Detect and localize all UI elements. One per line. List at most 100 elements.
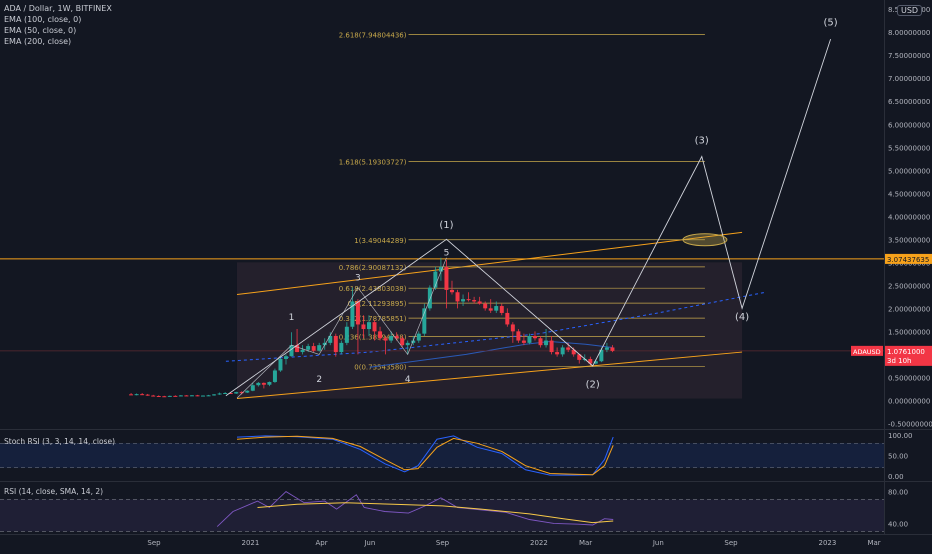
candle-body [477, 301, 482, 304]
candle-body [300, 349, 305, 353]
candle [278, 356, 283, 372]
candle-body [488, 308, 493, 311]
candle [140, 393, 145, 396]
symbol-price-tag [851, 345, 883, 356]
price-tick-label: 4.00000000 [888, 213, 930, 221]
fib-level-label: 1(3.49044289) [354, 237, 406, 245]
candle-body [378, 331, 383, 339]
candle-body [350, 301, 355, 327]
rsi-tick-label: 80.00 [888, 489, 908, 497]
candle [151, 394, 156, 397]
fib-level-label: 0.786(2.90087132) [339, 264, 407, 272]
candle-body [184, 395, 189, 397]
candle-body [593, 361, 598, 364]
candle [129, 393, 134, 396]
candle [400, 335, 405, 348]
wave-impulse-path [236, 257, 447, 399]
currency-selector[interactable]: USD [897, 5, 923, 16]
candle [184, 395, 189, 397]
candle [217, 392, 222, 395]
candle [610, 345, 615, 353]
candle-body [555, 352, 560, 355]
rsi-label[interactable]: RSI (14, close, SMA, 14, 2) [4, 487, 104, 496]
time-tick-label: Jun [363, 539, 375, 547]
candle-body [201, 395, 205, 397]
time-tick-label: Jun [652, 539, 664, 547]
candle-body [306, 346, 311, 350]
candle-body [289, 345, 294, 357]
ema-dashed-line [225, 291, 766, 362]
wave-label: (2) [586, 380, 600, 391]
candle [372, 319, 377, 341]
price-tick-label: 0.50000000 [888, 374, 930, 382]
rsi-band [0, 499, 884, 532]
candle [134, 393, 139, 396]
stoch-tick-label: 0.00 [888, 473, 904, 481]
candle-body [588, 358, 593, 364]
candle-body [272, 370, 277, 382]
indicator-ema-50[interactable]: EMA (50, close, 0) [4, 26, 77, 35]
candle-body [145, 394, 150, 396]
candle-body [405, 342, 410, 346]
candle-body [494, 306, 499, 311]
candle [295, 329, 300, 353]
candle-body [256, 382, 261, 386]
candle [416, 331, 421, 343]
time-tick-label: Sep [147, 539, 161, 547]
candle [466, 292, 471, 302]
candle [289, 332, 294, 357]
indicator-ema-100[interactable]: EMA (100, close, 0) [4, 15, 82, 24]
wave-label: 3 [355, 274, 361, 284]
candle [477, 296, 482, 305]
candle [206, 394, 211, 397]
candle [378, 326, 383, 341]
candle-body [151, 395, 156, 397]
candle-body [234, 392, 239, 394]
candle [461, 294, 466, 307]
candle-body [228, 393, 233, 395]
current-price-badge [885, 345, 932, 366]
candle [245, 390, 250, 394]
candle [355, 299, 360, 355]
price-tick-label: 8.00000000 [888, 29, 930, 37]
candle [427, 285, 432, 311]
candle [212, 393, 217, 396]
candle-body [361, 324, 366, 330]
candle-body [333, 335, 338, 353]
price-tick-label: 3.50000000 [888, 236, 930, 244]
candle-body [427, 287, 432, 309]
stoch-tick-label: 50.00 [888, 453, 908, 461]
price-tick-label: -0.50000000 [888, 420, 932, 428]
stoch-rsi-label[interactable]: Stoch RSI (3, 3, 14, 14, close) [4, 437, 115, 446]
target-price-badge-text: 3.07437635 [887, 256, 929, 264]
price-tick-label: 4.50000000 [888, 190, 930, 198]
candle [344, 322, 349, 346]
fib-level-label: 0.236(1.38594748) [339, 334, 407, 342]
candle-body [245, 390, 250, 393]
indicator-ema-200[interactable]: EMA (200, close) [4, 37, 72, 46]
wave-label: (1) [439, 220, 453, 231]
rsi-ma-line [257, 502, 614, 524]
candle [438, 257, 443, 281]
candle [444, 260, 449, 309]
symbol-title: ADA / Dollar, 1W, BITFINEX [4, 4, 112, 13]
time-tick-label: Sep [436, 539, 450, 547]
fib-level-label: 0(0.73543580) [354, 364, 406, 372]
candle [156, 395, 161, 398]
wave-label: 2 [316, 375, 322, 385]
candle-body [422, 308, 427, 334]
candle [317, 342, 322, 352]
candle [516, 329, 521, 343]
candle-body [261, 382, 266, 385]
candle-body [239, 392, 244, 394]
fib-level-label: 0.5(2.11293895) [348, 300, 407, 308]
stoch-k-line [236, 435, 614, 476]
candle-body [599, 349, 604, 362]
candle-body [328, 335, 333, 343]
candle-body [212, 394, 217, 396]
fib-level-label: 1.618(5.19303727) [339, 158, 407, 166]
candle [532, 331, 537, 341]
wave-label: 4 [405, 375, 411, 385]
